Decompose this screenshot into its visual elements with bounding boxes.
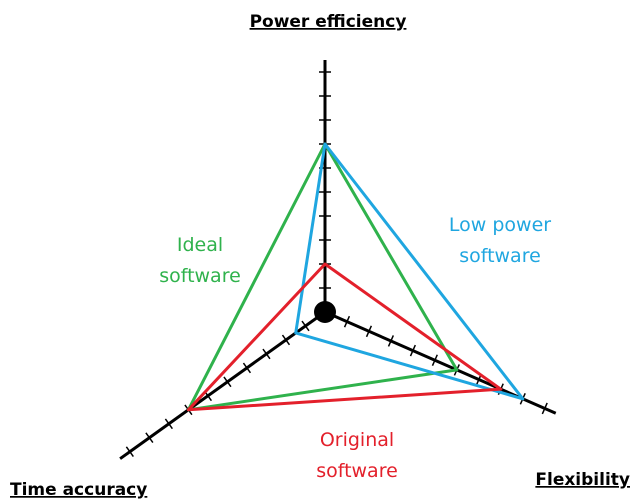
tick-mark <box>431 354 438 367</box>
axis-title: Power efficiency <box>250 12 407 32</box>
tick-mark <box>242 362 252 374</box>
axis-title: Flexibility <box>535 470 630 490</box>
tick-mark <box>541 402 548 415</box>
tick-mark <box>387 335 395 347</box>
tick-mark <box>409 344 417 357</box>
center-dot <box>314 301 336 323</box>
series-label: Original software <box>316 429 398 482</box>
series-polygon <box>186 142 459 412</box>
axis-title: Time accuracy <box>10 480 147 500</box>
tick-mark <box>365 325 373 338</box>
tick-mark <box>223 376 232 388</box>
tick-mark <box>125 446 134 458</box>
axis-line <box>119 310 326 460</box>
series-label: Low power software <box>449 214 551 267</box>
tick-mark <box>343 315 351 328</box>
tick-mark <box>164 418 173 430</box>
tick-mark <box>145 432 154 444</box>
series-polygon <box>294 142 525 401</box>
series-label: Ideal software <box>159 234 241 287</box>
tick-mark <box>281 334 291 346</box>
tick-mark <box>262 348 271 360</box>
series-polygon <box>186 262 503 412</box>
tick-mark <box>301 320 310 332</box>
